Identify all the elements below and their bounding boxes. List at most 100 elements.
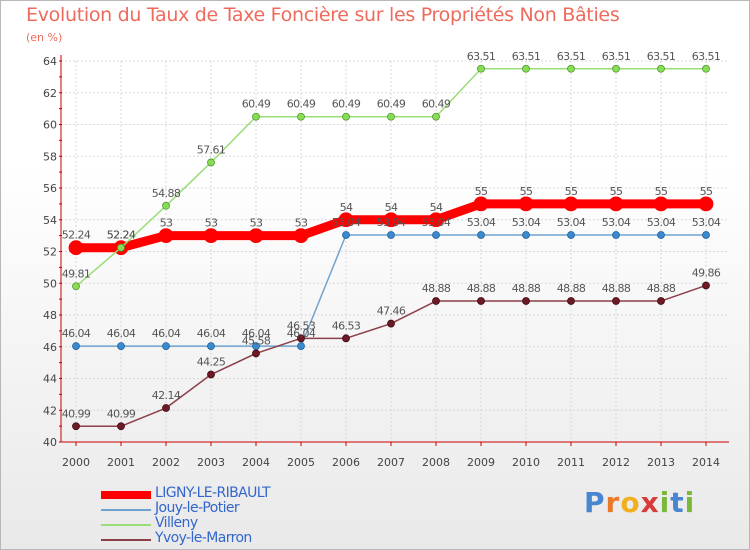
data-label: 53.04 [512,216,541,229]
legend-label: Jouy-le-Potier [155,500,240,516]
data-point [252,112,260,121]
data-point [383,212,399,228]
data-point [72,342,80,351]
data-label: 53 [250,217,263,230]
data-label: 55 [565,185,578,198]
data-label: 60.49 [287,98,316,111]
y-tick-label: 44 [43,373,57,386]
x-tick-label: 2012 [602,456,630,469]
x-tick-label: 2011 [557,456,585,469]
data-label: 54 [340,201,353,214]
data-label: 63.51 [467,50,496,63]
legend-label: Yvoy-le-Marron [155,530,252,546]
data-point [252,349,260,358]
x-tick-label: 2002 [152,456,180,469]
data-point [342,112,350,121]
data-point [653,196,669,212]
data-label: 53.04 [422,216,451,229]
data-label: 53.04 [467,216,496,229]
data-point [477,297,485,305]
data-point [657,297,665,305]
data-point [612,297,620,305]
y-tick-label: 60 [43,119,57,132]
data-label: 40.99 [62,407,91,420]
legend-label: LIGNY-LE-RIBAULT [155,485,271,501]
data-point [563,196,579,212]
data-point [702,64,710,73]
y-tick-label: 50 [43,277,57,290]
data-point [207,342,215,351]
data-label: 60.49 [242,98,271,111]
data-point [702,281,710,290]
data-label: 46.04 [287,327,316,340]
data-label: 52.24 [62,229,91,242]
data-label: 54.88 [152,187,181,200]
data-point [203,228,219,244]
x-tick-label: 2013 [647,456,675,469]
y-tick-label: 54 [43,214,57,227]
y-tick-label: 62 [43,87,57,100]
logo-letter: i [659,486,671,519]
data-label: 48.88 [512,282,541,295]
data-label: 60.49 [377,98,406,111]
x-tick-label: 2006 [332,456,360,469]
legend-swatch [101,509,151,511]
data-point [117,422,125,431]
data-label: 55 [610,185,623,198]
data-point [297,342,305,351]
x-tick-label: 2009 [467,456,495,469]
data-label: 53 [160,217,173,230]
data-point [342,231,350,239]
y-tick-label: 58 [43,150,57,163]
data-point [477,231,485,239]
data-point [522,231,530,239]
data-point [698,196,714,212]
data-label: 63.51 [647,50,676,63]
data-label: 55 [520,185,533,198]
logo-letter: t [670,486,685,519]
data-label: 52.24 [107,229,136,242]
data-point [162,342,170,351]
data-point [158,228,174,244]
x-tick-label: 2014 [692,456,720,469]
data-label: 44.25 [197,356,226,369]
logo-letter: r [605,486,621,519]
data-label: 53.04 [377,216,406,229]
data-point [162,404,170,412]
data-point [432,231,440,239]
logo-letter: i [684,486,696,519]
data-label: 46.53 [287,319,316,332]
data-point [297,334,305,343]
data-point [657,64,665,73]
y-tick-label: 52 [43,246,57,259]
legend-swatch [101,539,151,541]
data-label: 49.81 [62,267,91,280]
data-point [702,231,710,239]
data-point [567,231,575,239]
data-label: 48.88 [602,282,631,295]
data-label: 60.49 [422,98,451,111]
data-label: 45.58 [242,334,271,347]
data-point [207,158,215,167]
x-tick-label: 2005 [287,456,315,469]
x-tick-label: 2008 [422,456,450,469]
data-point [248,228,264,244]
data-point [72,282,80,291]
data-point [342,334,350,343]
y-tick-label: 64 [43,55,57,68]
data-label: 53.04 [557,216,586,229]
data-point [68,240,84,256]
data-label: 55 [655,185,668,198]
data-label: 60.49 [332,98,361,111]
data-point [428,212,444,228]
y-tick-label: 56 [43,182,57,195]
chart-unit-label: (en %) [26,31,63,44]
data-label: 46.04 [197,327,226,340]
x-tick-label: 2001 [107,456,135,469]
data-point [432,112,440,121]
data-label: 63.51 [557,50,586,63]
data-point [387,112,395,121]
data-point [473,196,489,212]
